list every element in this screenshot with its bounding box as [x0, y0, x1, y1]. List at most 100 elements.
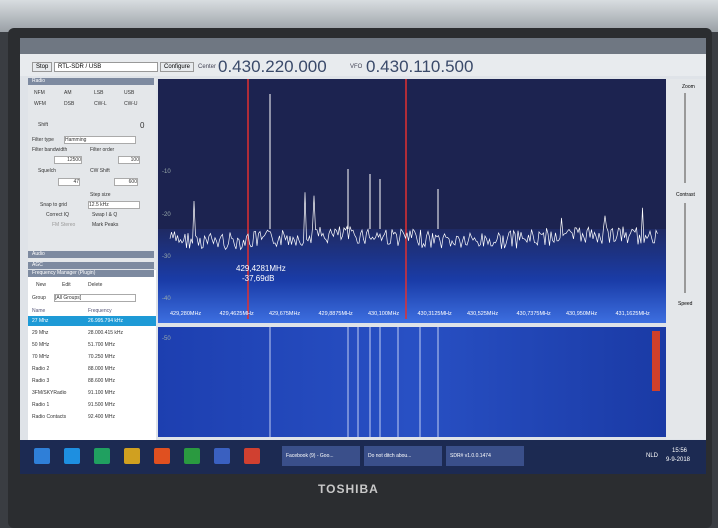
- row-name[interactable]: Radio 2: [32, 366, 50, 372]
- taskbar: NLD 15:56 9-9-2018 Facebook (9) - Goo...…: [20, 440, 706, 474]
- taskbar-icon[interactable]: [124, 448, 140, 464]
- mode-radio[interactable]: NFM: [34, 90, 45, 96]
- squelch-label: Squelch: [38, 168, 57, 174]
- spectrum-view: 429,4281MHz -37,69dB -10 -20 -30 -40 -50 429,…: [158, 79, 666, 437]
- cw-value[interactable]: 600: [114, 178, 138, 186]
- row-name[interactable]: 27 Mhz: [28, 316, 84, 326]
- screen: Stop RTL-SDR / USB Configure Center 0.43…: [20, 38, 706, 474]
- db-label: -10: [162, 169, 171, 175]
- taskbar-icon[interactable]: [154, 448, 170, 464]
- new-button[interactable]: New: [36, 282, 47, 288]
- filter-select[interactable]: Hamming: [64, 136, 136, 144]
- row-frequency[interactable]: 28.000.415 kHz: [88, 330, 124, 336]
- mark-peaks[interactable]: Mark Peaks: [92, 222, 119, 228]
- waterfall: [158, 327, 666, 437]
- row-frequency[interactable]: 26.995.794 kHz: [84, 316, 156, 326]
- taskbar-window[interactable]: SDR# v1.0.0.1474: [446, 446, 524, 466]
- shift-value: 0: [140, 121, 145, 130]
- db-label: -50: [162, 336, 171, 342]
- panel-header[interactable]: AGC: [28, 262, 154, 269]
- row-frequency[interactable]: 88.600 MHz: [88, 378, 115, 384]
- radio-panel: Radio Shift 0 Filter type Hamming Filter…: [28, 78, 156, 278]
- step-select[interactable]: 12.5 kHz: [88, 201, 140, 209]
- group-select[interactable]: [All Groups]: [54, 294, 136, 302]
- mode-radio[interactable]: DSB: [64, 101, 75, 107]
- row-name[interactable]: 50 MHz: [32, 342, 50, 348]
- speed-label: Speed: [678, 301, 693, 307]
- mode-radio[interactable]: CW-L: [94, 101, 107, 107]
- clock-date: 9-9-2018: [666, 457, 691, 463]
- cursor-level: -37,69dB: [242, 274, 274, 283]
- taskbar-icon[interactable]: [64, 448, 80, 464]
- center-frequency: 0.430.220.000: [218, 57, 327, 76]
- taskbar-window[interactable]: Facebook (9) - Goo...: [282, 446, 360, 466]
- taskbar-window[interactable]: Do not ditch abou...: [364, 446, 442, 466]
- mode-radio[interactable]: WFM: [34, 101, 46, 107]
- row-name[interactable]: 3FM/SKYRadio: [32, 390, 67, 396]
- mode-radio[interactable]: AM: [64, 90, 72, 96]
- delete-button[interactable]: Delete: [88, 282, 103, 288]
- frequency-manager: New Edit Delete Group [All Groups] Frequ…: [28, 270, 156, 440]
- frequency-label: 431,1625MHz: [616, 311, 650, 317]
- row-frequency[interactable]: 88.000 MHz: [88, 366, 115, 372]
- taskbar-icon[interactable]: [94, 448, 110, 464]
- step-label: Step size: [90, 192, 111, 198]
- taskbar-icon[interactable]: [184, 448, 200, 464]
- panel-header[interactable]: Frequency Manager (Plugin): [28, 270, 154, 277]
- taskbar-icon[interactable]: [214, 448, 230, 464]
- configure-button[interactable]: Configure: [160, 62, 195, 72]
- taskbar-icon[interactable]: [244, 448, 260, 464]
- row-frequency[interactable]: 51.700 MHz: [88, 342, 115, 348]
- row-frequency[interactable]: 91.100 MHz: [88, 390, 115, 396]
- mode-radio[interactable]: USB: [124, 90, 135, 96]
- row-name[interactable]: Radio Contacts: [32, 414, 67, 420]
- brand: TOSHIBA: [318, 482, 379, 496]
- zoom-label: Zoom: [682, 84, 695, 90]
- spectrum-trace: [169, 192, 658, 251]
- frequency-label: 429,4625MHz: [220, 311, 254, 317]
- frequency-label: 430,950MHz: [566, 311, 597, 317]
- vfo-frequency: 0.430.110.500: [366, 57, 474, 76]
- db-label: -30: [162, 254, 171, 260]
- db-label: -20: [162, 212, 171, 218]
- db-label: -40: [162, 296, 171, 302]
- fm-stereo[interactable]: FM Stereo: [52, 222, 76, 228]
- frequency-label: 430,3125MHz: [418, 311, 452, 317]
- wall: [0, 0, 718, 32]
- zoom-slider[interactable]: [684, 93, 686, 183]
- toolbar: [20, 54, 706, 76]
- frequency-label: 430,100MHz: [368, 311, 399, 317]
- order-label: Filter order: [90, 147, 115, 153]
- sidebar: Zoom Contrast Speed: [666, 79, 706, 439]
- contrast-slider[interactable]: [684, 203, 686, 293]
- taskbar-icon[interactable]: [34, 448, 50, 464]
- row-frequency[interactable]: 70.250 MHz: [88, 354, 115, 360]
- row-name[interactable]: 29 Mhz: [32, 330, 49, 336]
- swap-iq[interactable]: Swap I & Q: [92, 212, 118, 218]
- play-button[interactable]: Stop: [32, 62, 53, 72]
- vfo-label: VFO: [350, 64, 363, 70]
- mode-radio[interactable]: CW-U: [124, 101, 138, 107]
- row-frequency[interactable]: 91.500 MHz: [88, 402, 115, 408]
- edit-button[interactable]: Edit: [62, 282, 71, 288]
- order-value[interactable]: 100: [118, 156, 140, 164]
- snap-label: Snap to grid: [40, 202, 67, 208]
- correct-iq[interactable]: Correct IQ: [46, 212, 70, 218]
- language: NLD: [646, 453, 659, 459]
- shift-label: Shift: [38, 122, 49, 128]
- mode-radio[interactable]: LSB: [94, 90, 104, 96]
- column-header: Frequency: [88, 308, 112, 314]
- cursor-frequency: 429,4281MHz: [236, 264, 286, 273]
- row-name[interactable]: Radio 3: [32, 378, 50, 384]
- row-name[interactable]: 70 MHz: [32, 354, 50, 360]
- frequency-label: 429,280MHz: [170, 311, 201, 317]
- source-select[interactable]: RTL-SDR / USB: [54, 62, 158, 72]
- row-name[interactable]: Radio 1: [32, 402, 50, 408]
- column-header: Name: [32, 308, 46, 314]
- bandwidth-value[interactable]: 12500: [54, 156, 82, 164]
- squelch-value[interactable]: 47: [58, 178, 80, 186]
- frequency-label: 430,7375MHz: [517, 311, 551, 317]
- panel-header[interactable]: Audio: [28, 251, 154, 258]
- frequency-label: 429,8875MHz: [319, 311, 353, 317]
- row-frequency[interactable]: 92.400 MHz: [88, 414, 115, 420]
